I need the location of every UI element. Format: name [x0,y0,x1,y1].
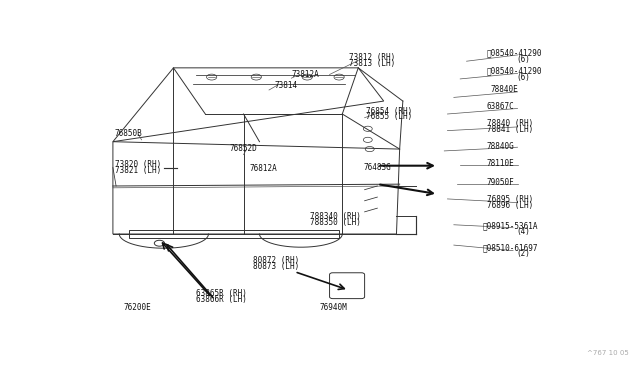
Text: 73820 (RH): 73820 (RH) [115,160,161,169]
Text: 80873 (LH): 80873 (LH) [253,262,300,271]
Text: 73812A: 73812A [291,70,319,78]
Text: 73813 (LH): 73813 (LH) [349,58,395,68]
Text: 78840 (RH): 78840 (RH) [487,119,533,128]
Text: 76896 (LH): 76896 (LH) [487,201,533,210]
Text: 76895 (RH): 76895 (RH) [487,195,533,204]
Text: 73821 (LH): 73821 (LH) [115,166,161,174]
Text: 76852D: 76852D [230,144,257,153]
Text: 76854 (RH): 76854 (RH) [366,106,412,116]
Text: 76850B: 76850B [115,129,143,138]
Text: (4): (4) [516,227,530,236]
Text: 76200E: 76200E [124,303,152,312]
Text: ^767 10 05: ^767 10 05 [588,350,629,356]
Text: 76483G: 76483G [364,163,391,172]
Text: 78840E: 78840E [491,85,518,94]
Text: (6): (6) [516,73,530,81]
Text: Ⓜ08510-61697: Ⓜ08510-61697 [483,243,538,252]
Text: 78841 (LH): 78841 (LH) [487,125,533,134]
Text: (2): (2) [516,249,530,258]
Text: 63867C: 63867C [487,102,515,111]
Text: Ⓜ08540-41290: Ⓜ08540-41290 [487,49,543,58]
Text: 63865R (RH): 63865R (RH) [196,289,246,298]
Text: 788350 (LH): 788350 (LH) [310,218,362,227]
Text: 76940M: 76940M [320,303,348,312]
Text: 788340 (RH): 788340 (RH) [310,212,362,221]
Text: 73814: 73814 [274,81,297,90]
Text: 76855 (LH): 76855 (LH) [366,112,412,121]
Text: (6): (6) [516,55,530,64]
Text: 76812A: 76812A [250,164,278,173]
Text: Ⓜ08540-41290: Ⓜ08540-41290 [487,66,543,75]
Text: 63866R (LH): 63866R (LH) [196,295,246,304]
Text: 78110E: 78110E [487,159,515,169]
Text: Ⓞ08915-5361A: Ⓞ08915-5361A [483,221,538,230]
Text: 78840G: 78840G [487,142,515,151]
Text: 79050F: 79050F [487,178,515,187]
Text: 73812 (RH): 73812 (RH) [349,53,395,62]
Text: 80872 (RH): 80872 (RH) [253,256,300,265]
